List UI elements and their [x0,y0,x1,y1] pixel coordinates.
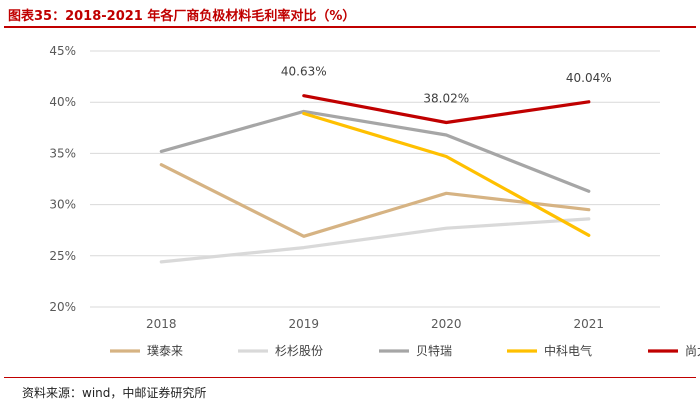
legend-label: 尚太科技 [685,343,700,358]
data-label: 40.63% [281,65,327,79]
chart-title: 图表35：2018-2021 年各厂商负极材料毛利率对比（%） [8,9,356,24]
source-divider [4,377,696,378]
x-tick-label: 2019 [288,317,319,331]
series-line [302,94,591,125]
series-line [159,163,591,238]
y-tick-label: 35% [49,146,76,160]
data-label: 40.04% [566,71,612,85]
x-tick-label: 2021 [573,317,604,331]
data-label: 38.02% [423,91,469,105]
series-line [159,109,591,193]
title-bar: 图表35：2018-2021 年各厂商负极材料毛利率对比（%） [4,4,696,28]
series-line [302,111,591,237]
y-tick-label: 25% [49,249,76,263]
legend-label: 杉杉股份 [275,344,323,358]
x-tick-label: 2018 [146,317,177,331]
y-tick-label: 30% [49,198,76,212]
y-tick-label: 40% [49,95,76,109]
x-tick-label: 2020 [431,317,462,331]
source-note: 资料来源：wind，中邮证券研究所 [22,386,207,400]
y-tick-label: 45% [49,44,76,58]
y-tick-label: 20% [49,300,76,314]
legend-label: 中科电气 [544,343,592,358]
legend-label: 璞泰来 [147,344,183,358]
line-chart: 20% 25% 30% 35% 40% 45% 2018 2019 2020 2021 40.63%… [49,44,700,358]
legend-label: 贝特瑞 [416,343,452,358]
series-line [159,217,591,264]
